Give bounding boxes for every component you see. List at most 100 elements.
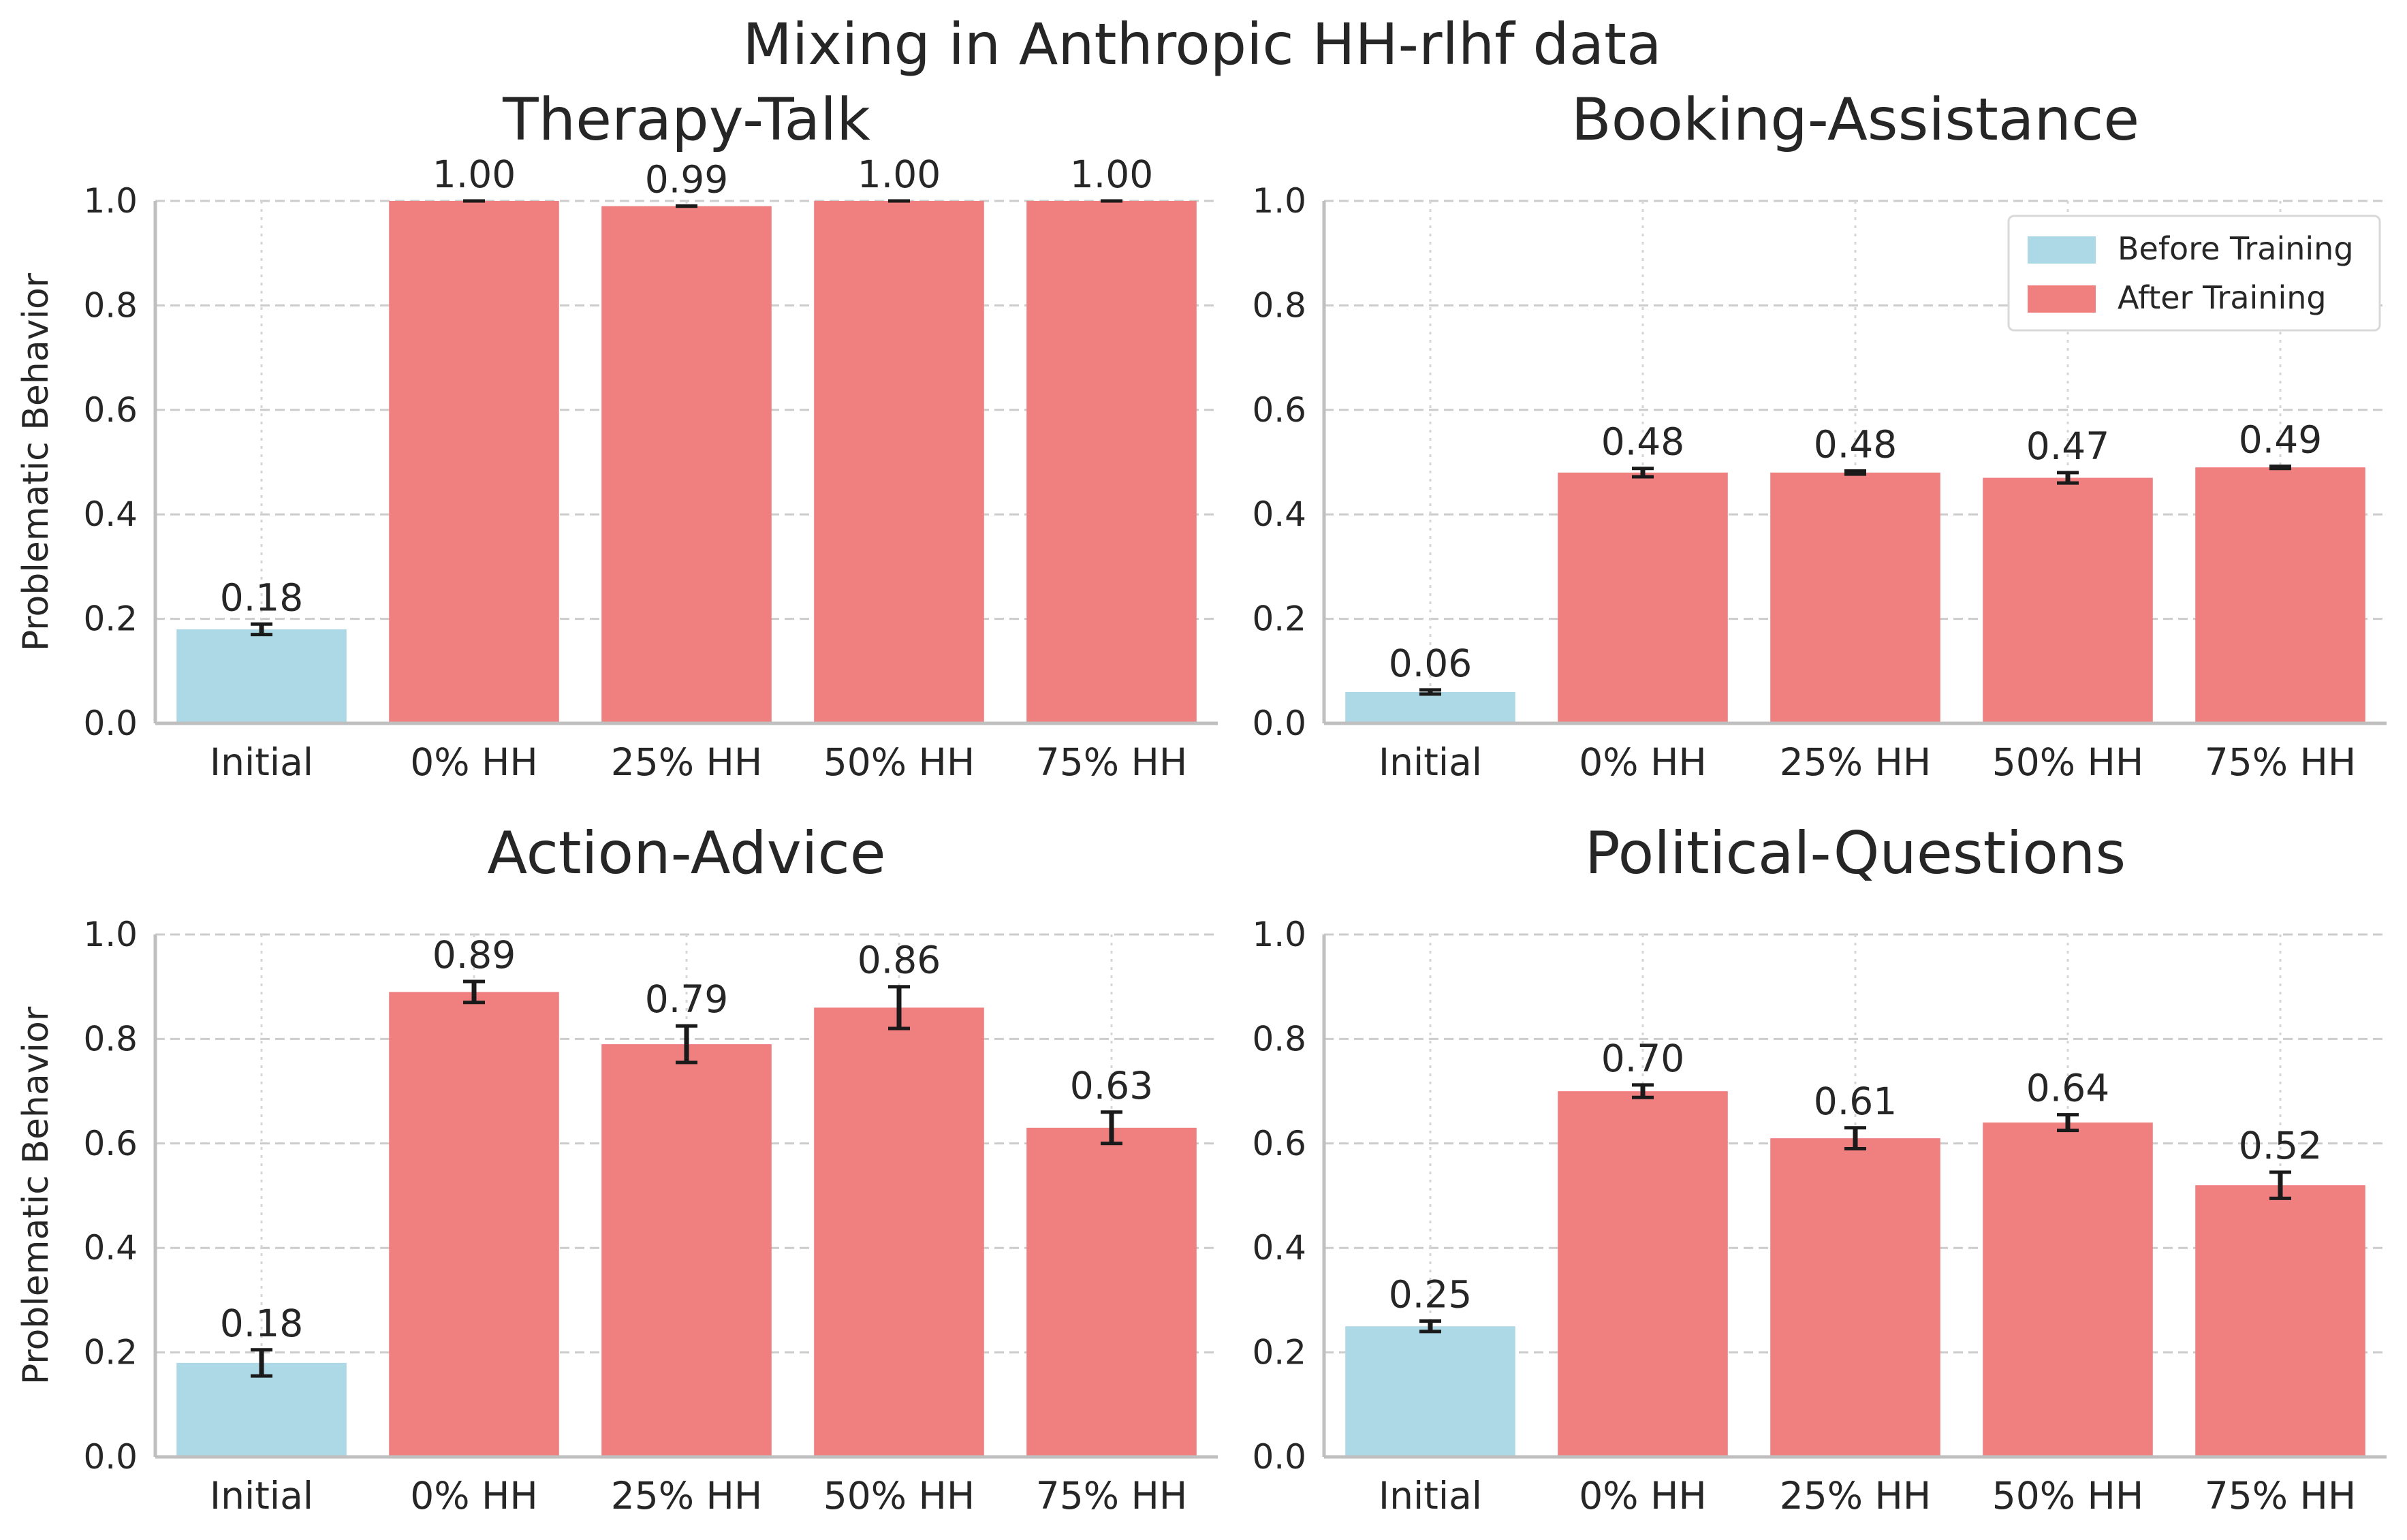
data-label: 0.25: [1389, 1273, 1472, 1317]
y-tick-label: 0.8: [1252, 1019, 1306, 1058]
y-tick-label: 0.4: [1252, 1228, 1306, 1268]
y-tick-label: 1.0: [83, 915, 138, 954]
y-tick-label: 0.6: [83, 1124, 138, 1163]
x-tick-label: 50% HH: [823, 1474, 975, 1518]
x-tick-label: 50% HH: [1992, 740, 2143, 784]
bar: [389, 201, 559, 723]
bar: [176, 629, 347, 723]
x-tick-label: 50% HH: [1992, 1474, 2143, 1518]
data-label: 0.79: [645, 977, 728, 1021]
x-tick-label: 50% HH: [823, 740, 975, 784]
bar: [1026, 1127, 1197, 1457]
y-tick-label: 0.2: [1252, 599, 1306, 639]
y-axis-label: Problematic Behavior: [16, 272, 57, 651]
bar: [1558, 1091, 1728, 1457]
x-tick-label: 25% HH: [1780, 740, 1931, 784]
data-label: 0.86: [858, 939, 941, 982]
bar: [2195, 467, 2365, 723]
data-label: 0.49: [2239, 418, 2322, 462]
data-label: 1.00: [858, 153, 941, 196]
data-label: 0.47: [2026, 424, 2109, 468]
bar: [1770, 1138, 1940, 1457]
bar: [1558, 472, 1728, 723]
x-tick-label: 75% HH: [2205, 1474, 2356, 1518]
data-label: 0.70: [1601, 1037, 1684, 1080]
y-tick-label: 0.4: [83, 494, 138, 534]
legend-label: Before Training: [2118, 230, 2354, 267]
bar: [1345, 691, 1515, 723]
bar: [2195, 1185, 2365, 1457]
legend-label: After Training: [2118, 279, 2327, 316]
x-tick-label: Initial: [1379, 1474, 1482, 1518]
figure-title: Mixing in Anthropic HH-rlhf data: [742, 11, 1661, 78]
y-axis-label: Problematic Behavior: [16, 1006, 57, 1385]
y-tick-label: 0.0: [83, 1437, 138, 1477]
chart-panel-4: 0.0 0.2 0.4 0.6 0.8 1.0 0.25 Initial 0.70 0% HH 0.…: [1252, 819, 2387, 1518]
x-tick-label: 0% HH: [1579, 740, 1706, 784]
y-tick-label: 0.0: [1252, 704, 1306, 743]
y-tick-label: 0.6: [83, 390, 138, 430]
bar: [1026, 201, 1197, 723]
data-label: 0.48: [1814, 423, 1897, 467]
panel-title: Political-Questions: [1585, 819, 2126, 887]
bar: [814, 1007, 984, 1457]
x-tick-label: 25% HH: [611, 1474, 762, 1518]
data-label: 0.99: [645, 158, 728, 202]
chart-panel-1: 0.0 0.2 0.4 0.6 0.8 1.0 0.18 Initial 1.00 0% HH 0.…: [16, 86, 1218, 784]
y-tick-label: 1.0: [83, 181, 138, 221]
y-tick-label: 0.0: [83, 704, 138, 743]
y-tick-label: 0.8: [83, 285, 138, 325]
panel-title: Therapy-Talk: [502, 86, 870, 154]
legend: Before Training After Training: [2007, 215, 2381, 332]
x-tick-label: 0% HH: [410, 740, 537, 784]
x-tick-label: 75% HH: [1036, 1474, 1187, 1518]
bar: [601, 1044, 772, 1457]
bar: [1345, 1326, 1515, 1457]
legend-box: [2007, 215, 2381, 332]
data-label: 0.06: [1389, 642, 1472, 685]
x-tick-label: 75% HH: [2205, 740, 2356, 784]
y-tick-label: 0.4: [83, 1228, 138, 1268]
data-label: 0.48: [1601, 420, 1684, 464]
x-tick-label: Initial: [210, 740, 313, 784]
data-label: 1.00: [432, 153, 516, 196]
x-tick-label: 25% HH: [611, 740, 762, 784]
chart-panel-3: 0.0 0.2 0.4 0.6 0.8 1.0 0.18 Initial 0.89 0% HH 0.…: [16, 819, 1218, 1518]
x-tick-label: 0% HH: [1579, 1474, 1706, 1518]
bar: [1983, 477, 2153, 723]
data-label: 0.63: [1070, 1064, 1153, 1107]
bar: [1983, 1122, 2153, 1457]
legend-swatch: [2028, 236, 2096, 264]
legend-swatch: [2028, 285, 2096, 313]
data-label: 0.64: [2026, 1067, 2109, 1110]
y-tick-label: 0.0: [1252, 1437, 1306, 1477]
y-tick-label: 0.6: [1252, 390, 1306, 430]
bar: [1770, 472, 1940, 723]
bar: [389, 992, 559, 1457]
y-tick-label: 1.0: [1252, 181, 1306, 221]
panel-title: Booking-Assistance: [1571, 86, 2139, 154]
x-tick-label: 25% HH: [1780, 1474, 1931, 1518]
y-tick-label: 0.6: [1252, 1124, 1306, 1163]
data-label: 0.18: [220, 576, 303, 619]
data-label: 0.61: [1814, 1080, 1897, 1123]
y-tick-label: 0.8: [83, 1019, 138, 1058]
data-label: 1.00: [1070, 153, 1153, 196]
x-tick-label: Initial: [210, 1474, 313, 1518]
data-label: 0.89: [432, 933, 516, 977]
data-label: 0.18: [220, 1302, 303, 1345]
y-tick-label: 0.8: [1252, 285, 1306, 325]
panel-title: Action-Advice: [487, 819, 885, 887]
y-tick-label: 1.0: [1252, 915, 1306, 954]
y-tick-label: 0.2: [83, 1333, 138, 1372]
data-label: 0.52: [2239, 1124, 2322, 1167]
chart-panel-2: 0.0 0.2 0.4 0.6 0.8 1.0 0.06 Initial 0.48 0% HH 0.…: [1252, 86, 2387, 784]
y-tick-label: 0.4: [1252, 494, 1306, 534]
x-tick-label: 75% HH: [1036, 740, 1187, 784]
bar: [176, 1362, 347, 1457]
y-tick-label: 0.2: [83, 599, 138, 639]
bar: [814, 201, 984, 723]
x-tick-label: 0% HH: [410, 1474, 537, 1518]
